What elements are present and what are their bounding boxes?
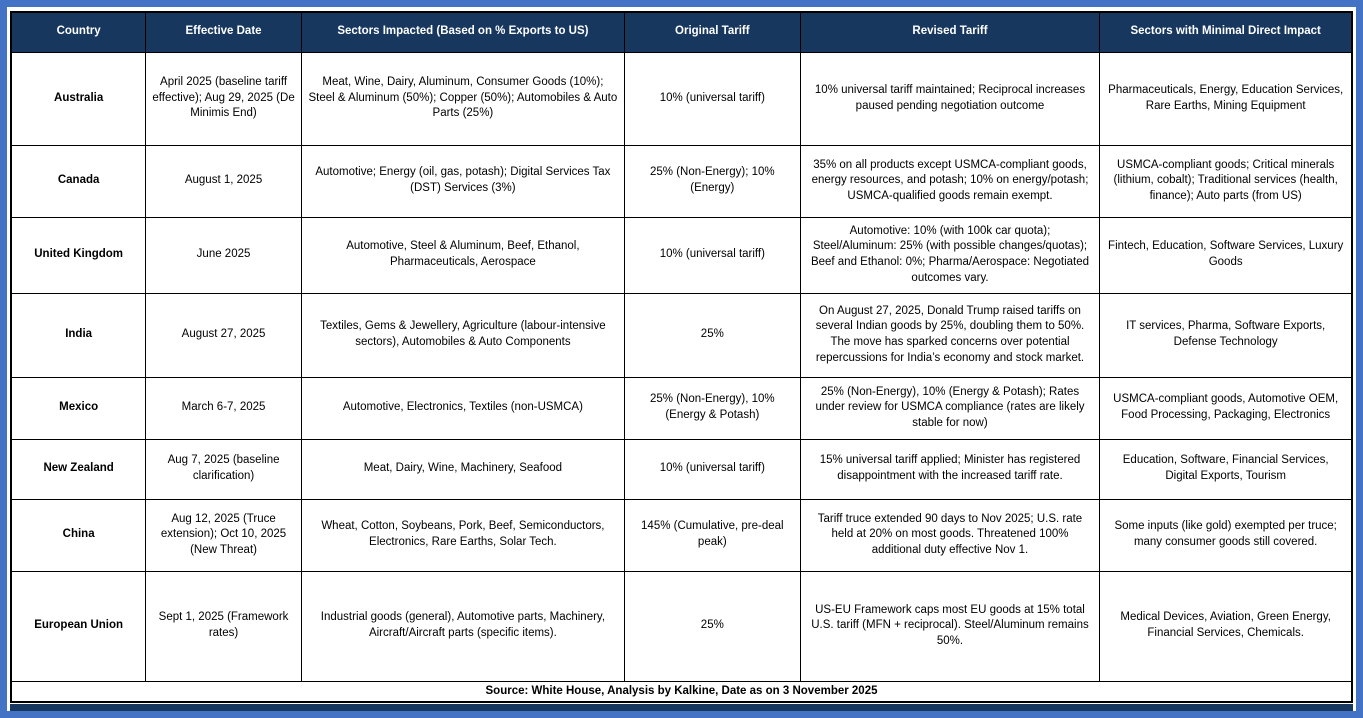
table-body: Australia April 2025 (baseline tariff eff… [10, 51, 1353, 682]
cell-sectors-impacted: Wheat, Cotton, Soybeans, Pork, Beef, Sem… [300, 498, 625, 572]
cell-country: European Union [10, 570, 147, 682]
cell-minimal-impact: Fintech, Education, Software Services, L… [1099, 216, 1353, 294]
column-header: Original Tariff [623, 11, 801, 53]
cell-effective-date: March 6-7, 2025 [145, 376, 302, 440]
source-note: Source: White House, Analysis by Kalkine… [10, 680, 1353, 703]
cell-minimal-impact: Some inputs (like gold) exempted per tru… [1099, 498, 1353, 572]
cell-minimal-impact: Pharmaceuticals, Energy, Education Servi… [1099, 51, 1353, 146]
cell-minimal-impact: IT services, Pharma, Software Exports, D… [1099, 292, 1353, 378]
cell-revised-tariff: 25% (Non-Energy), 10% (Energy & Potash);… [799, 376, 1101, 440]
tariff-table: Country Effective Date Sectors Impacted (B… [10, 11, 1353, 704]
cell-sectors-impacted: Industrial goods (general), Automotive p… [300, 570, 625, 682]
cell-sectors-impacted: Meat, Wine, Dairy, Aluminum, Consumer Go… [300, 51, 625, 146]
table-container: Country Effective Date Sectors Impacted (B… [10, 11, 1353, 711]
cell-effective-date: Aug 12, 2025 (Truce extension); Oct 10, … [145, 498, 302, 572]
column-header: Sectors Impacted (Based on % Exports to … [300, 11, 625, 53]
cell-country: Canada [10, 144, 147, 218]
cell-effective-date: August 1, 2025 [145, 144, 302, 218]
table-row: India August 27, 2025 Textiles, Gems & Jew… [10, 292, 1353, 378]
table-row: Mexico March 6-7, 2025 Automotive, Electro… [10, 376, 1353, 440]
bottom-accent-bar [10, 704, 1353, 711]
cell-original-tariff: 145% (Cumulative, pre-deal peak) [623, 498, 801, 572]
cell-original-tariff: 10% (universal tariff) [623, 438, 801, 500]
table-row: Canada August 1, 2025 Automotive; Energy (… [10, 144, 1353, 218]
cell-revised-tariff: US-EU Framework caps most EU goods at 15… [799, 570, 1101, 682]
cell-original-tariff: 25% [623, 570, 801, 682]
cell-original-tariff: 25% (Non-Energy), 10% (Energy & Potash) [623, 376, 801, 440]
cell-minimal-impact: USMCA-compliant goods; Critical minerals… [1099, 144, 1353, 218]
cell-minimal-impact: USMCA-compliant goods, Automotive OEM, F… [1099, 376, 1353, 440]
source-row: Source: White House, Analysis by Kalkine… [10, 680, 1353, 703]
cell-minimal-impact: Education, Software, Financial Services,… [1099, 438, 1353, 500]
table-row: China Aug 12, 2025 (Truce extension); Oct… [10, 498, 1353, 572]
cell-effective-date: June 2025 [145, 216, 302, 294]
cell-revised-tariff: 35% on all products except USMCA-complia… [799, 144, 1101, 218]
cell-country: New Zealand [10, 438, 147, 500]
table-row: United Kingdom June 2025 Automotive, Steel… [10, 216, 1353, 294]
cell-effective-date: Aug 7, 2025 (baseline clarification) [145, 438, 302, 500]
cell-revised-tariff: Automotive: 10% (with 100k car quota); S… [799, 216, 1101, 294]
cell-country: Mexico [10, 376, 147, 440]
cell-original-tariff: 25% (Non-Energy); 10% (Energy) [623, 144, 801, 218]
cell-country: China [10, 498, 147, 572]
cell-country: Australia [10, 51, 147, 146]
cell-original-tariff: 10% (universal tariff) [623, 51, 801, 146]
table-row: European Union Sept 1, 2025 (Framework ra… [10, 570, 1353, 682]
table-row: Australia April 2025 (baseline tariff eff… [10, 51, 1353, 146]
cell-original-tariff: 10% (universal tariff) [623, 216, 801, 294]
cell-effective-date: Sept 1, 2025 (Framework rates) [145, 570, 302, 682]
table-header: Country Effective Date Sectors Impacted (B… [10, 11, 1353, 53]
cell-sectors-impacted: Textiles, Gems & Jewellery, Agriculture … [300, 292, 625, 378]
column-header: Sectors with Minimal Direct Impact [1099, 11, 1353, 53]
cell-revised-tariff: Tariff truce extended 90 days to Nov 202… [799, 498, 1101, 572]
cell-effective-date: April 2025 (baseline tariff effective); … [145, 51, 302, 146]
column-header: Revised Tariff [799, 11, 1101, 53]
column-header: Effective Date [145, 11, 302, 53]
column-header: Country [10, 11, 147, 53]
table-row: New Zealand Aug 7, 2025 (baseline clarifi… [10, 438, 1353, 500]
cell-sectors-impacted: Automotive, Electronics, Textiles (non-U… [300, 376, 625, 440]
cell-revised-tariff: 10% universal tariff maintained; Recipro… [799, 51, 1101, 146]
cell-revised-tariff: 15% universal tariff applied; Minister h… [799, 438, 1101, 500]
cell-effective-date: August 27, 2025 [145, 292, 302, 378]
cell-country: United Kingdom [10, 216, 147, 294]
cell-minimal-impact: Medical Devices, Aviation, Green Energy,… [1099, 570, 1353, 682]
cell-country: India [10, 292, 147, 378]
cell-original-tariff: 25% [623, 292, 801, 378]
cell-revised-tariff: On August 27, 2025, Donald Trump raised … [799, 292, 1101, 378]
cell-sectors-impacted: Automotive, Steel & Aluminum, Beef, Etha… [300, 216, 625, 294]
cell-sectors-impacted: Automotive; Energy (oil, gas, potash); D… [300, 144, 625, 218]
header-row: Country Effective Date Sectors Impacted (B… [10, 11, 1353, 53]
cell-sectors-impacted: Meat, Dairy, Wine, Machinery, Seafood [300, 438, 625, 500]
